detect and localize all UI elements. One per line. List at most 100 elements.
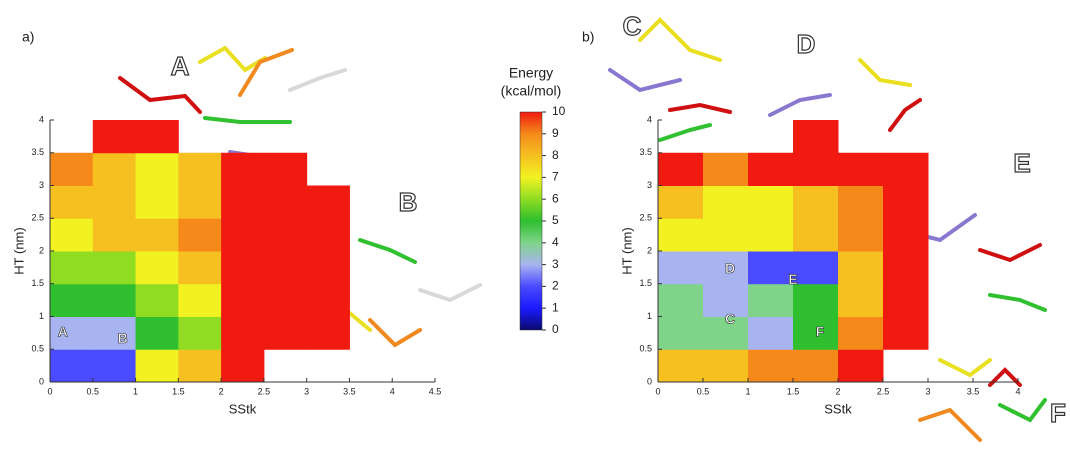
state-label: C (725, 310, 735, 326)
y-tick-label: 0 (39, 376, 44, 386)
heat-cell (306, 283, 350, 317)
heat-cell (50, 185, 94, 219)
heat-cell (135, 218, 179, 252)
colorbar-tick-label: 1 (552, 300, 559, 314)
x-tick-label: 0 (47, 386, 52, 396)
colorbar-tick-label: 2 (552, 279, 559, 293)
colorbar-tick-label: 9 (552, 126, 559, 140)
heat-cell (658, 283, 704, 317)
heat-cell (748, 218, 794, 252)
heat-cell (883, 283, 929, 317)
heat-cell (748, 349, 794, 383)
colorbar-tick-label: 10 (552, 104, 566, 118)
heat-cell (263, 152, 308, 186)
heat-cell (263, 316, 308, 350)
x-tick-label: 0 (655, 386, 660, 396)
heat-cell (50, 316, 94, 350)
heat-cell (703, 185, 749, 219)
heat-cell (838, 218, 884, 252)
x-tick-label: 0.5 (697, 386, 710, 396)
heat-cell (658, 185, 704, 219)
y-tick-label: 1 (647, 311, 652, 321)
x-tick-label: 1 (133, 386, 138, 396)
heat-cell (92, 218, 137, 252)
y-tick-label: 3.5 (31, 147, 44, 157)
structure-label: A (171, 51, 190, 81)
x-tick-label: 3 (925, 386, 930, 396)
heat-cell (92, 349, 137, 383)
x-tick-label: 4.5 (429, 386, 442, 396)
heat-cell (92, 316, 137, 350)
heat-cell (92, 152, 137, 186)
y-tick-label: 3 (647, 180, 652, 190)
y-tick-label: 2.5 (31, 213, 44, 223)
colorbar-tick-label: 3 (552, 257, 559, 271)
heat-cell (221, 218, 265, 252)
x-tick-label: 1.5 (172, 386, 185, 396)
heat-cell (135, 316, 179, 350)
heat-cell (748, 316, 794, 350)
heat-cell (178, 251, 222, 285)
x-tick-label: 4 (1015, 386, 1020, 396)
heat-cell (838, 185, 884, 219)
x-tick-label: 1.5 (787, 386, 800, 396)
heat-cell (838, 251, 884, 285)
heat-cell (838, 349, 884, 383)
heat-cell (263, 251, 308, 285)
heat-cell (793, 218, 839, 252)
heat-cell (703, 316, 749, 350)
y-tick-label: 2.5 (639, 213, 652, 223)
heat-cell (306, 185, 350, 219)
y-tick-label: 2 (647, 245, 652, 255)
colorbar-tick-label: 4 (552, 235, 559, 249)
heat-cell (263, 218, 308, 252)
structure-label: F (1050, 398, 1066, 428)
heat-cell (92, 251, 137, 285)
x-axis-title: SStk (229, 401, 257, 416)
heat-cell (838, 152, 884, 186)
heat-cell (703, 218, 749, 252)
heat-cell (703, 152, 749, 186)
colorbar-title: Energy (509, 65, 553, 81)
colorbar-tick-label: 7 (552, 170, 559, 184)
x-tick-label: 0.5 (87, 386, 100, 396)
heat-cell (883, 218, 929, 252)
heat-cell (135, 152, 179, 186)
heat-cell (50, 283, 94, 317)
heat-cell (178, 218, 222, 252)
heat-cell (748, 152, 794, 186)
x-tick-label: 4 (390, 386, 395, 396)
heat-cell (178, 152, 222, 186)
panel-label: a) (22, 29, 34, 45)
y-tick-label: 1.5 (639, 278, 652, 288)
heat-cell (883, 152, 929, 186)
heat-cell (793, 185, 839, 219)
heat-cell (793, 251, 839, 285)
heat-cell (135, 185, 179, 219)
heat-cell (50, 218, 94, 252)
heat-cell (703, 283, 749, 317)
y-axis-title: HT (nm) (11, 227, 26, 274)
heat-cell (883, 316, 929, 350)
heat-cell (135, 251, 179, 285)
heat-cell (306, 251, 350, 285)
y-tick-label: 3 (39, 180, 44, 190)
x-tick-label: 2 (219, 386, 224, 396)
colorbar-tick-label: 0 (552, 322, 559, 336)
heat-cell (221, 185, 265, 219)
y-tick-label: 1 (39, 311, 44, 321)
heat-cell (793, 349, 839, 383)
x-tick-label: 3.5 (343, 386, 356, 396)
heat-cell (748, 283, 794, 317)
heat-cell (221, 251, 265, 285)
heat-cell (793, 152, 839, 186)
heat-cell (793, 283, 839, 317)
heat-cell (178, 283, 222, 317)
colorbar-tick-label: 5 (552, 213, 559, 227)
y-tick-label: 1.5 (31, 278, 44, 288)
heat-cell (221, 349, 265, 383)
state-label: B (118, 330, 128, 346)
heat-cell (658, 349, 704, 383)
heat-cell (135, 349, 179, 383)
